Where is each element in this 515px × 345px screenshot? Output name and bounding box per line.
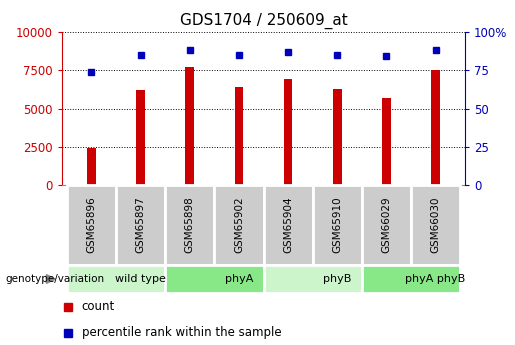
Bar (67, 265, 165, 293)
Bar (87, 148, 96, 185)
Text: percentile rank within the sample: percentile rank within the sample (82, 326, 281, 339)
Title: GDS1704 / 250609_at: GDS1704 / 250609_at (180, 13, 348, 29)
Text: GSM65898: GSM65898 (185, 197, 195, 253)
Text: GSM65902: GSM65902 (234, 197, 244, 253)
Bar (284, 79, 293, 185)
Bar (313, 185, 362, 265)
Bar (333, 89, 341, 185)
Text: phyB: phyB (323, 274, 351, 284)
Bar (382, 98, 391, 185)
Text: GSM66029: GSM66029 (382, 197, 391, 253)
Text: GSM65896: GSM65896 (87, 197, 96, 253)
Bar (264, 265, 362, 293)
Bar (185, 67, 194, 185)
Bar (165, 185, 214, 265)
Text: GSM65904: GSM65904 (283, 197, 293, 253)
Bar (264, 185, 313, 265)
Text: GSM66030: GSM66030 (431, 197, 440, 253)
Bar (116, 185, 165, 265)
Bar (431, 70, 440, 185)
Text: GSM65910: GSM65910 (332, 197, 342, 253)
Bar (165, 265, 264, 293)
Bar (234, 87, 244, 185)
Text: phyA: phyA (225, 274, 253, 284)
Text: genotype/variation: genotype/variation (5, 274, 104, 284)
Bar (411, 185, 460, 265)
Text: count: count (82, 300, 115, 313)
Text: GSM65897: GSM65897 (135, 197, 146, 253)
Bar (362, 265, 460, 293)
Bar (67, 185, 116, 265)
Bar (136, 90, 145, 185)
Text: wild type: wild type (115, 274, 166, 284)
Bar (214, 185, 264, 265)
Text: phyA phyB: phyA phyB (405, 274, 466, 284)
Bar (362, 185, 411, 265)
